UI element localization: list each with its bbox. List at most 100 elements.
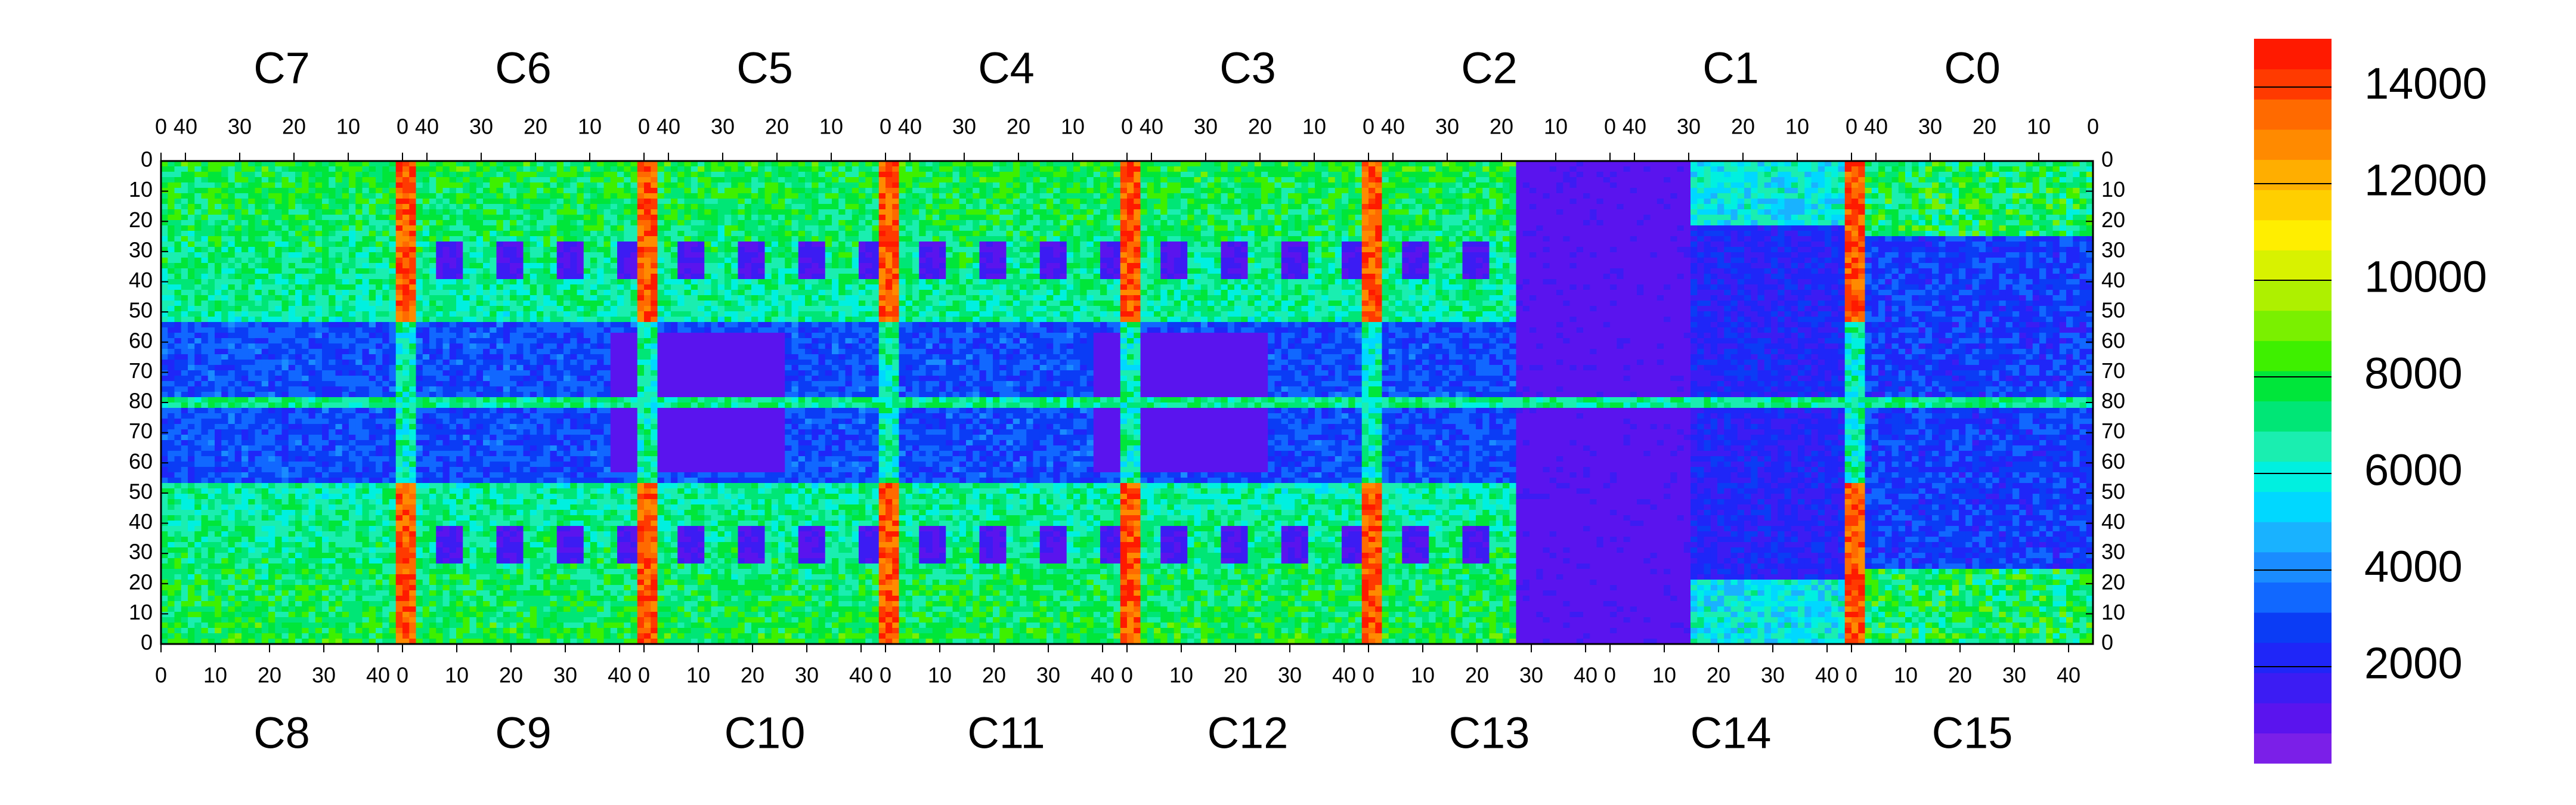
heatmap-cell <box>416 193 423 199</box>
heatmap-cell <box>1919 215 1926 221</box>
heatmap-cell <box>1449 220 1456 226</box>
heatmap-cell <box>1751 215 1758 221</box>
heatmap-cell <box>879 247 886 253</box>
heatmap-cell <box>584 215 591 221</box>
heatmap-cell <box>181 236 188 242</box>
heatmap-cell <box>570 172 577 178</box>
heatmap-cell <box>1020 209 1027 215</box>
heatmap-cell <box>570 231 577 237</box>
heatmap-cell <box>1214 231 1221 237</box>
heatmap-cell <box>724 188 732 194</box>
heatmap-cell <box>1026 215 1033 221</box>
heatmap-cell <box>1463 199 1470 205</box>
heatmap-cell <box>1261 225 1268 231</box>
heatmap-cell <box>1643 215 1651 221</box>
heatmap-cell <box>2066 177 2073 183</box>
heatmap-cell <box>1026 236 1033 242</box>
heatmap-cell <box>1147 231 1154 237</box>
heatmap-cell <box>161 242 168 247</box>
heatmap-cell <box>168 182 175 188</box>
heatmap-cell <box>1664 242 1671 247</box>
heatmap-cell <box>832 231 839 237</box>
heatmap-cell <box>510 177 517 183</box>
heatmap-cell <box>1804 182 1812 188</box>
heatmap-cell <box>577 166 584 172</box>
heatmap-cell <box>1630 231 1637 237</box>
heatmap-cell <box>1134 225 1141 231</box>
heatmap-cell <box>1885 220 1892 226</box>
heatmap-cell <box>1905 236 1912 242</box>
heatmap-cell <box>986 209 993 215</box>
heatmap-cell <box>1335 231 1342 237</box>
heatmap-cell <box>1060 172 1067 178</box>
heatmap-cell <box>819 247 826 253</box>
heatmap-cell <box>919 236 926 242</box>
heatmap-cell <box>718 242 725 247</box>
heatmap-cell <box>1496 236 1503 242</box>
heatmap-cell <box>1094 225 1101 231</box>
heatmap-cell <box>912 247 919 253</box>
heatmap-cell <box>738 188 745 194</box>
heatmap-cell <box>899 166 906 172</box>
heatmap-cell <box>1804 166 1812 172</box>
heatmap-cell <box>1798 204 1805 210</box>
heatmap-cell <box>1523 236 1530 242</box>
heatmap-cell <box>584 177 591 183</box>
heatmap-cell <box>1449 188 1456 194</box>
heatmap-cell <box>429 166 436 172</box>
heatmap-cell <box>1570 188 1577 194</box>
heatmap-cell <box>1838 172 1846 178</box>
heatmap-cell <box>382 177 389 183</box>
heatmap-cell <box>724 252 732 258</box>
heatmap-cell <box>295 220 302 226</box>
heatmap-cell <box>664 182 671 188</box>
heatmap-cell <box>1080 193 1087 199</box>
heatmap-cell <box>1496 188 1503 194</box>
heatmap-cell <box>1973 209 1980 215</box>
heatmap-cell <box>1114 225 1121 231</box>
heatmap-cell <box>175 252 182 258</box>
heatmap-cell <box>644 236 651 242</box>
heatmap-cell <box>1731 247 1738 253</box>
heatmap-cell <box>832 204 839 210</box>
heatmap-cell <box>336 242 343 247</box>
heatmap-cell <box>1831 220 1838 226</box>
heatmap-cell <box>510 188 517 194</box>
heatmap-cell <box>1046 242 1054 247</box>
heatmap-cell <box>577 182 584 188</box>
heatmap-cell <box>1503 231 1510 237</box>
heatmap-cell <box>577 209 584 215</box>
heatmap-cell <box>1684 247 1691 253</box>
heatmap-cell <box>476 177 484 183</box>
heatmap-cell <box>557 215 564 221</box>
heatmap-cell <box>2006 242 2013 247</box>
heatmap-cell <box>322 252 329 258</box>
heatmap-cell <box>1141 188 1148 194</box>
heatmap-cell <box>1490 209 1497 215</box>
heatmap-cell <box>503 172 510 178</box>
heatmap-cell <box>1677 177 1685 183</box>
heatmap-cell <box>1476 209 1483 215</box>
heatmap-cell <box>892 182 899 188</box>
heatmap-cell <box>268 193 275 199</box>
heatmap-cell <box>342 215 349 221</box>
heatmap-cell <box>175 215 182 221</box>
heatmap-cell <box>1120 172 1128 178</box>
heatmap-cell <box>161 193 168 199</box>
heatmap-cell <box>1731 166 1738 172</box>
heatmap-cell <box>1315 182 1322 188</box>
heatmap-cell <box>503 188 510 194</box>
heatmap-cell <box>175 182 182 188</box>
heatmap-cell <box>644 231 651 237</box>
heatmap-cell <box>637 252 645 258</box>
heatmap-cell <box>1422 225 1429 231</box>
heatmap-cell <box>1020 242 1027 247</box>
heatmap-cell <box>1724 247 1731 253</box>
heatmap-cell <box>778 236 785 242</box>
heatmap-cell <box>436 215 443 221</box>
heatmap-cell <box>248 231 255 237</box>
heatmap-cell <box>946 225 953 231</box>
heatmap-cell <box>1026 182 1033 188</box>
heatmap-cell <box>973 220 980 226</box>
heatmap-cell <box>1657 182 1664 188</box>
